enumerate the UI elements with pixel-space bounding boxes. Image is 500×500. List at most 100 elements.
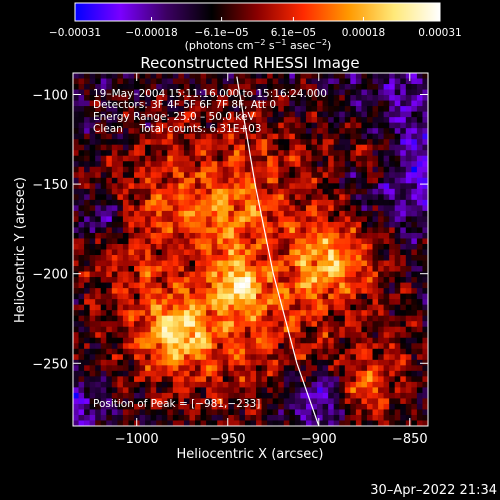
heatmap-cell bbox=[122, 144, 129, 151]
heatmap-cell bbox=[289, 139, 296, 146]
heatmap-cell bbox=[339, 348, 346, 355]
heatmap-cell bbox=[250, 310, 257, 316]
heatmap-cell bbox=[122, 392, 129, 399]
heatmap-cell bbox=[117, 282, 124, 289]
heatmap-cell bbox=[128, 365, 135, 372]
heatmap-cell bbox=[283, 150, 290, 157]
heatmap-cell bbox=[289, 359, 296, 366]
heatmap-cell bbox=[78, 221, 85, 228]
heatmap-cell bbox=[267, 332, 273, 339]
heatmap-cell bbox=[366, 166, 373, 173]
heatmap-cell bbox=[206, 155, 212, 162]
heatmap-cell bbox=[178, 332, 185, 339]
heatmap-cell bbox=[372, 183, 379, 190]
heatmap-cell bbox=[322, 288, 329, 294]
heatmap-cell bbox=[228, 337, 235, 344]
heatmap-cell bbox=[206, 188, 212, 195]
heatmap-cell bbox=[250, 243, 257, 250]
heatmap-cell bbox=[233, 188, 240, 195]
heatmap-cell bbox=[372, 403, 379, 410]
heatmap-cell bbox=[178, 100, 185, 107]
heatmap-cell bbox=[344, 243, 351, 250]
heatmap-cell bbox=[278, 78, 285, 85]
heatmap-cell bbox=[366, 326, 373, 333]
heatmap-cell bbox=[405, 161, 412, 168]
heatmap-cell bbox=[167, 420, 174, 426]
heatmap-cell bbox=[217, 166, 224, 173]
heatmap-cell bbox=[311, 348, 318, 355]
heatmap-cell bbox=[344, 348, 351, 355]
heatmap-cell bbox=[244, 128, 251, 134]
heatmap-cell bbox=[122, 155, 129, 162]
heatmap-cell bbox=[73, 260, 79, 267]
heatmap-cell bbox=[333, 288, 340, 294]
heatmap-cell bbox=[106, 232, 113, 239]
heatmap-cell bbox=[389, 381, 396, 388]
heatmap-cell bbox=[217, 227, 224, 234]
heatmap-cell bbox=[289, 221, 296, 228]
heatmap-cell bbox=[350, 310, 357, 316]
heatmap-cell bbox=[383, 392, 390, 399]
heatmap-cell bbox=[172, 343, 179, 350]
heatmap-cell bbox=[305, 354, 312, 361]
heatmap-cell bbox=[161, 288, 168, 294]
heatmap-cell bbox=[222, 89, 229, 96]
heatmap-cell bbox=[178, 387, 185, 394]
heatmap-cell bbox=[350, 144, 357, 151]
heatmap-cell bbox=[272, 227, 279, 234]
heatmap-cell bbox=[422, 321, 428, 328]
heatmap-cell bbox=[134, 150, 140, 157]
heatmap-cell bbox=[339, 221, 346, 228]
heatmap-cell bbox=[394, 365, 401, 372]
heatmap-cell bbox=[222, 155, 229, 162]
heatmap-cell bbox=[139, 387, 146, 394]
heatmap-cell bbox=[239, 117, 246, 123]
heatmap-cell bbox=[189, 111, 196, 118]
heatmap-cell bbox=[89, 387, 96, 394]
heatmap-cell bbox=[272, 161, 279, 168]
heatmap-cell bbox=[161, 409, 168, 416]
heatmap-cell bbox=[183, 271, 190, 278]
heatmap-cell bbox=[278, 84, 285, 90]
heatmap-cell bbox=[411, 199, 418, 206]
heatmap-cell bbox=[378, 277, 384, 283]
heatmap-cell bbox=[278, 227, 285, 234]
heatmap-cell bbox=[111, 343, 118, 350]
heatmap-cell bbox=[178, 321, 185, 328]
heatmap-cell bbox=[283, 359, 290, 366]
heatmap-cell bbox=[206, 365, 212, 372]
heatmap-cell bbox=[305, 199, 312, 206]
heatmap-cell bbox=[422, 216, 428, 223]
heatmap-cell bbox=[189, 95, 196, 101]
heatmap-cell bbox=[383, 403, 390, 410]
heatmap-cell bbox=[422, 188, 428, 195]
heatmap-cell bbox=[416, 194, 423, 201]
heatmap-cell bbox=[339, 243, 346, 250]
heatmap-cell bbox=[317, 255, 323, 261]
heatmap-cell bbox=[222, 381, 229, 388]
heatmap-cell bbox=[84, 194, 90, 201]
heatmap-cell bbox=[372, 293, 379, 300]
heatmap-cell bbox=[383, 227, 390, 234]
heatmap-cell bbox=[350, 260, 357, 267]
heatmap-cell bbox=[339, 183, 346, 190]
heatmap-cell bbox=[350, 111, 357, 118]
heatmap-cell bbox=[73, 326, 79, 333]
heatmap-cell bbox=[339, 78, 346, 85]
heatmap-cell bbox=[84, 73, 90, 79]
heatmap-cell bbox=[145, 271, 151, 278]
heatmap-cell bbox=[156, 232, 163, 239]
heatmap-cell bbox=[239, 277, 246, 283]
heatmap-cell bbox=[294, 188, 301, 195]
info-line-energy: Energy Range: 25.0 – 50.0 keV bbox=[93, 111, 255, 123]
heatmap-cell bbox=[389, 227, 396, 234]
heatmap-cell bbox=[117, 376, 124, 383]
heatmap-cell bbox=[195, 139, 201, 146]
heatmap-cell bbox=[78, 255, 85, 261]
heatmap-cell bbox=[372, 370, 379, 377]
heatmap-cell bbox=[244, 73, 251, 79]
heatmap-cell bbox=[78, 348, 85, 355]
heatmap-cell bbox=[272, 282, 279, 289]
heatmap-cell bbox=[128, 266, 135, 272]
heatmap-cell bbox=[172, 299, 179, 305]
